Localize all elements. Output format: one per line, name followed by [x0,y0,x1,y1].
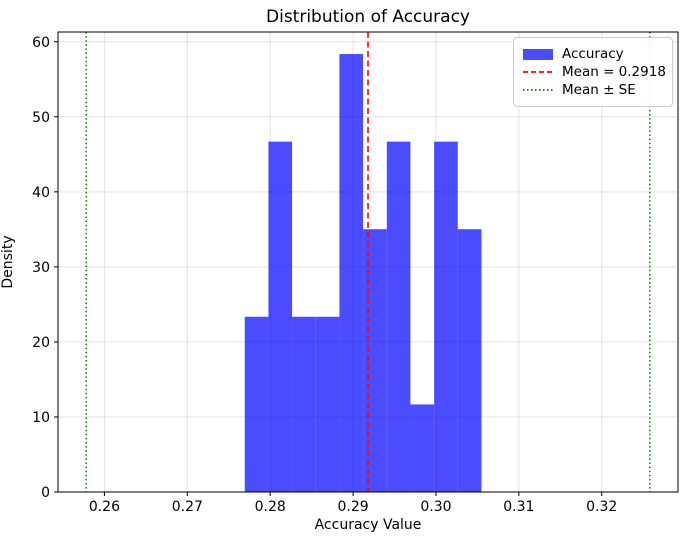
x-tick-label: 0.28 [255,499,286,515]
y-tick-label: 10 [32,410,50,426]
legend-label-mean: Mean = 0.2918 [562,64,666,80]
accuracy-swatch-icon [523,49,553,60]
legend-item-mean-se: Mean ± SE [523,81,663,99]
histogram-bar [457,229,482,492]
chart-title: Distribution of Accuracy [266,7,470,27]
y-tick-label: 0 [41,485,50,501]
legend-item-mean: Mean = 0.2918 [523,63,666,81]
y-axis-label: Density [0,235,16,289]
histogram-bar [315,316,340,492]
histogram-bar [244,316,269,492]
x-tick-label: 0.29 [337,499,368,515]
legend-label-mean-se: Mean ± SE [562,82,636,98]
legend-label-accuracy: Accuracy [562,46,624,62]
x-tick-label: 0.30 [420,499,451,515]
histogram-bar [339,54,364,493]
mean-line-swatch-icon [523,71,553,73]
x-tick-label: 0.27 [172,499,203,515]
histogram-bar [386,141,411,492]
plot-border [57,31,679,493]
y-tick-label: 30 [32,260,50,276]
histogram-bar [410,404,435,492]
x-axis-label: Accuracy Value [314,517,422,533]
x-tick-label: 0.26 [89,499,120,515]
se-line-swatch-icon [523,89,553,91]
legend-item-accuracy: Accuracy [523,45,663,63]
y-tick-label: 40 [32,185,50,201]
histogram-bar [363,229,387,492]
histogram-bar [434,141,458,492]
x-tick-label: 0.31 [503,499,534,515]
histogram-bar [268,141,293,492]
y-tick-label: 60 [32,35,50,51]
legend: Accuracy Mean = 0.2918 Mean ± SE [513,37,673,107]
x-tick-label: 0.32 [586,499,617,515]
y-tick-label: 50 [32,110,50,126]
histogram-bar [292,316,316,492]
y-tick-label: 20 [32,335,50,351]
